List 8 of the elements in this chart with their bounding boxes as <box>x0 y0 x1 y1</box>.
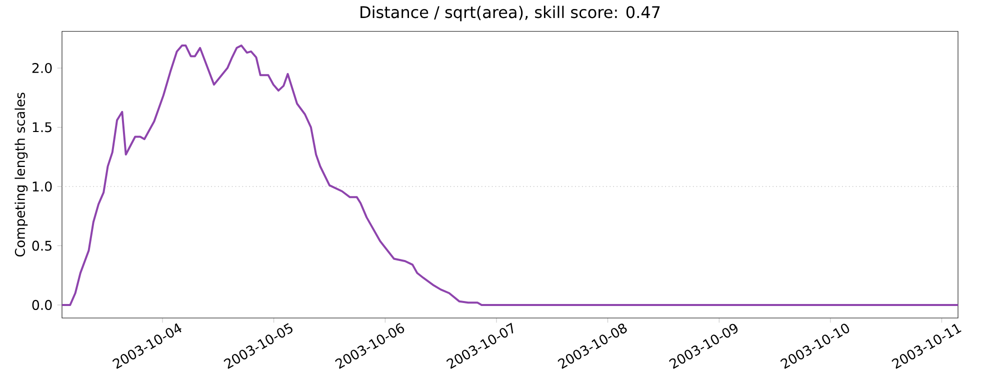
y-axis-title: Competing length scales <box>14 92 28 257</box>
y-tick-label: 0.5 <box>32 240 52 251</box>
chart-title: Distance / sqrt(area), skill score: 0.47 <box>360 6 660 22</box>
y-tick-label: 1.5 <box>32 122 52 132</box>
y-tick-label: 1.0 <box>32 181 52 192</box>
y-tick-label: 2.0 <box>32 62 52 74</box>
y-tick-label: 0.0 <box>32 300 52 310</box>
line-series <box>62 44 958 306</box>
